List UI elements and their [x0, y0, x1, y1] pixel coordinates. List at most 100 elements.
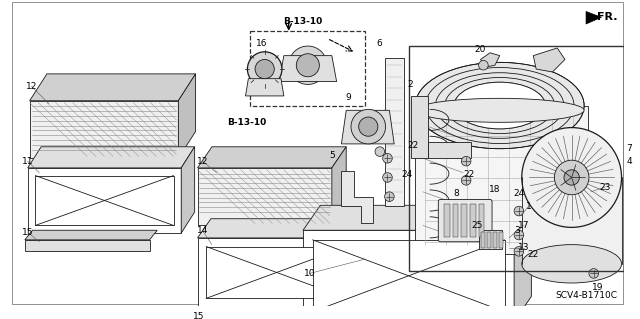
Text: 12: 12	[196, 157, 208, 166]
Polygon shape	[179, 74, 196, 158]
Polygon shape	[198, 238, 356, 307]
Text: 6: 6	[376, 39, 381, 48]
Text: 13: 13	[518, 243, 529, 252]
Polygon shape	[198, 147, 346, 168]
Text: 22: 22	[463, 170, 475, 179]
Bar	[408, 46, 625, 271]
Polygon shape	[586, 11, 602, 24]
Bar	[250, 31, 365, 106]
Polygon shape	[25, 230, 157, 240]
Ellipse shape	[289, 46, 327, 85]
Polygon shape	[470, 204, 476, 237]
Polygon shape	[198, 219, 369, 238]
Polygon shape	[29, 74, 196, 101]
Ellipse shape	[454, 82, 545, 129]
Ellipse shape	[479, 60, 488, 70]
Text: B-13-10: B-13-10	[227, 118, 266, 127]
Text: 2: 2	[408, 80, 413, 89]
Ellipse shape	[415, 98, 584, 122]
Ellipse shape	[375, 147, 385, 156]
Polygon shape	[332, 147, 346, 226]
Text: 15: 15	[193, 312, 204, 319]
Polygon shape	[279, 56, 337, 82]
Ellipse shape	[514, 247, 524, 256]
Ellipse shape	[358, 117, 378, 136]
Polygon shape	[487, 232, 491, 248]
Text: 20: 20	[475, 45, 486, 54]
Polygon shape	[428, 142, 471, 158]
Text: 22: 22	[527, 250, 539, 259]
Text: 25: 25	[471, 221, 483, 230]
Polygon shape	[198, 318, 341, 319]
Polygon shape	[533, 48, 565, 72]
Polygon shape	[493, 232, 497, 248]
Text: 14: 14	[196, 226, 208, 235]
Text: 15: 15	[22, 228, 33, 237]
Text: 24: 24	[513, 189, 525, 198]
Text: 7: 7	[627, 144, 632, 153]
Text: FR.: FR.	[597, 12, 618, 22]
Polygon shape	[499, 232, 502, 248]
Ellipse shape	[589, 269, 598, 278]
Text: 11: 11	[22, 157, 33, 166]
Text: 18: 18	[489, 185, 500, 195]
Polygon shape	[198, 309, 349, 318]
Ellipse shape	[383, 173, 392, 182]
Polygon shape	[461, 204, 467, 237]
Text: 9: 9	[345, 93, 351, 102]
Polygon shape	[313, 240, 504, 312]
Polygon shape	[341, 171, 373, 223]
Text: 10: 10	[304, 269, 316, 278]
Text: 5: 5	[329, 151, 335, 160]
Polygon shape	[452, 204, 458, 237]
Text: B-13-10: B-13-10	[284, 17, 323, 26]
Ellipse shape	[296, 54, 319, 77]
Polygon shape	[415, 106, 588, 254]
Text: 19: 19	[592, 283, 604, 292]
Text: 1: 1	[525, 202, 531, 211]
Ellipse shape	[248, 52, 282, 86]
Polygon shape	[246, 79, 284, 96]
Polygon shape	[385, 57, 404, 206]
Ellipse shape	[383, 153, 392, 163]
Ellipse shape	[514, 230, 524, 240]
Polygon shape	[481, 232, 485, 248]
Polygon shape	[303, 230, 514, 319]
Polygon shape	[479, 230, 502, 249]
Polygon shape	[25, 240, 150, 251]
Text: 4: 4	[627, 157, 632, 166]
Ellipse shape	[255, 59, 275, 79]
Ellipse shape	[415, 62, 584, 149]
Ellipse shape	[351, 109, 385, 144]
Polygon shape	[303, 205, 531, 230]
Polygon shape	[29, 101, 179, 158]
Text: 24: 24	[401, 170, 412, 179]
Text: 23: 23	[600, 182, 611, 192]
Ellipse shape	[461, 175, 471, 185]
Text: 8: 8	[454, 189, 460, 198]
Ellipse shape	[522, 128, 621, 227]
Polygon shape	[479, 204, 484, 237]
Text: SCV4-B1710C: SCV4-B1710C	[555, 291, 617, 300]
Polygon shape	[206, 247, 347, 298]
Polygon shape	[522, 177, 621, 264]
Polygon shape	[481, 53, 500, 67]
FancyBboxPatch shape	[438, 200, 492, 242]
Polygon shape	[514, 205, 531, 319]
Polygon shape	[198, 168, 332, 226]
Text: 16: 16	[256, 39, 268, 48]
Ellipse shape	[554, 160, 589, 195]
Ellipse shape	[461, 156, 471, 166]
Text: 17: 17	[518, 221, 529, 230]
Polygon shape	[356, 219, 369, 307]
Ellipse shape	[564, 170, 579, 185]
Polygon shape	[28, 168, 181, 233]
Polygon shape	[444, 204, 450, 237]
Ellipse shape	[385, 192, 394, 202]
Polygon shape	[341, 110, 394, 144]
Polygon shape	[28, 147, 195, 168]
Text: 3: 3	[514, 226, 520, 235]
Text: 12: 12	[26, 82, 37, 91]
Polygon shape	[35, 175, 173, 226]
Ellipse shape	[514, 206, 524, 216]
